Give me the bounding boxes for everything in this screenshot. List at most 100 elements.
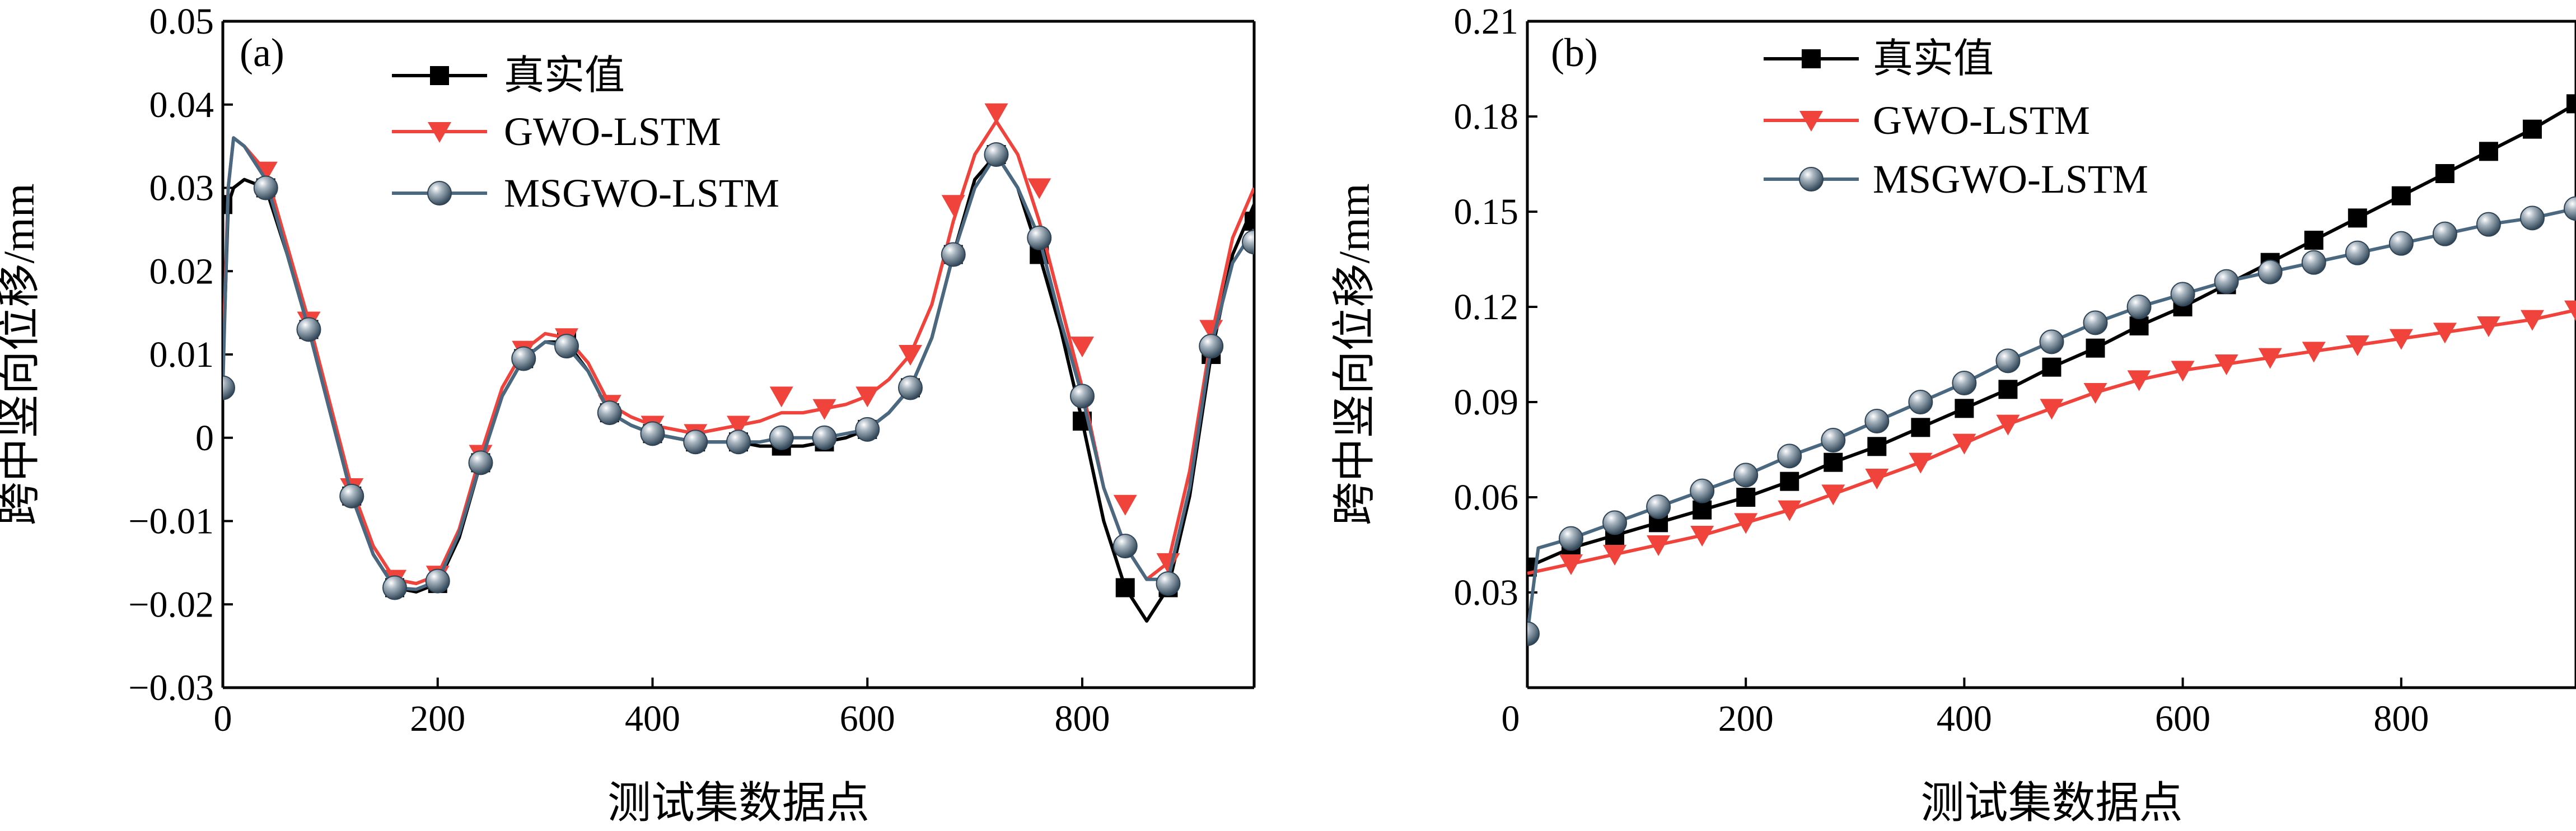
data-point (1955, 399, 1974, 418)
data-point (1778, 500, 1802, 521)
plot-area (223, 103, 1254, 623)
y-tick-label: 0.15 (1454, 192, 1519, 232)
data-point (898, 375, 923, 400)
data-point (1693, 500, 1712, 520)
y-tick-label: 0.04 (149, 85, 214, 125)
x-tick-label: 800 (1055, 698, 1110, 739)
data-point (1736, 488, 1756, 507)
y-tick-label: 0.03 (1454, 572, 1519, 613)
series-line (223, 119, 1254, 586)
y-tick-label: 0.01 (149, 334, 214, 375)
y-tick-label: 0.09 (1454, 382, 1519, 423)
data-point (2519, 206, 2545, 231)
data-point (2348, 208, 2367, 228)
series-3 (223, 136, 1254, 600)
data-point (1112, 534, 1138, 559)
data-point (1646, 494, 1671, 519)
data-point (2039, 329, 2064, 354)
data-point (1952, 433, 1976, 455)
data-point (554, 334, 579, 359)
legend-marker (1799, 111, 1823, 132)
data-point (2083, 310, 2108, 335)
data-point (984, 142, 1009, 167)
data-point (683, 429, 708, 455)
data-point (1864, 409, 1890, 433)
data-point (1242, 230, 1254, 255)
data-point (1559, 554, 1583, 575)
x-tick-label: 200 (1718, 698, 1774, 739)
data-point (2476, 212, 2501, 237)
data-point (468, 450, 493, 475)
legend: 真实值 GWO-LSTM MSGWO-LSTM (1764, 36, 2148, 202)
y-tick-label: −0.01 (128, 501, 214, 542)
data-point (511, 346, 536, 371)
series-3 (1527, 196, 2576, 646)
y-tick-label: −0.02 (128, 584, 214, 625)
x-axis-label: 测试集数据点 (607, 778, 869, 827)
legend-marker (428, 122, 451, 143)
y-tick-label: 0.18 (1454, 96, 1519, 137)
data-point (2432, 221, 2457, 246)
data-point (1113, 494, 1137, 516)
plot-area (1527, 94, 2576, 646)
data-point (1908, 390, 1933, 414)
data-point (1690, 526, 1714, 547)
data-point (984, 103, 1008, 124)
y-tick-label: 0.05 (149, 1, 214, 42)
x-axis-label: 测试集数据点 (1920, 778, 2182, 827)
panel-a: −0.03 −0.02 −0.01 0 0.01 0.02 0.03 0.04 0.05 0 200… (0, 1, 1256, 827)
data-point (1824, 452, 1843, 472)
data-point (425, 568, 450, 594)
y-axis-label: 跨中竖向位移/mm (0, 183, 43, 525)
data-point (1952, 371, 1977, 395)
data-point (1115, 578, 1135, 597)
data-point (2479, 142, 2498, 161)
series-line (1527, 207, 2576, 634)
legend-label: 真实值 (504, 53, 625, 98)
data-point (2214, 269, 2239, 294)
legend-marker (427, 181, 452, 206)
data-point (296, 317, 321, 342)
data-point (1027, 178, 1051, 199)
data-point (2214, 354, 2238, 375)
data-point (253, 175, 278, 200)
data-point (941, 242, 966, 267)
x-tick-label: 400 (625, 698, 680, 739)
y-tick-label: −0.03 (128, 667, 214, 708)
panel-label: (a) (240, 30, 284, 75)
data-point (2171, 361, 2195, 382)
series-2 (1527, 300, 2576, 575)
panel-label: (b) (1551, 30, 1598, 75)
origin-label: 0 (1502, 698, 1520, 739)
data-point (1911, 418, 1930, 437)
data-point (1199, 334, 1224, 359)
data-point (1647, 535, 1671, 556)
data-point (726, 429, 751, 455)
data-point (2564, 196, 2576, 221)
data-point (1603, 545, 1627, 566)
data-point (1996, 414, 2020, 436)
data-point (2257, 259, 2283, 284)
data-point (2388, 231, 2414, 256)
data-point (1821, 428, 1846, 452)
data-point (1070, 337, 1094, 358)
data-point (2129, 316, 2149, 335)
data-point (812, 425, 837, 450)
x-tick-label: 0 (214, 698, 232, 739)
legend-marker (1799, 167, 1824, 192)
data-point (2042, 357, 2061, 377)
data-point (769, 425, 794, 450)
data-point (2126, 295, 2152, 319)
data-point (1734, 513, 1758, 534)
data-point (727, 416, 750, 437)
x-tick-label: 600 (840, 698, 895, 739)
data-point (1027, 225, 1052, 250)
data-point (2520, 310, 2544, 331)
data-point (1780, 471, 1799, 491)
data-point (640, 421, 665, 446)
data-point (1733, 463, 1759, 488)
data-point (2476, 316, 2500, 337)
data-point (2127, 370, 2151, 391)
data-point (2433, 323, 2457, 344)
